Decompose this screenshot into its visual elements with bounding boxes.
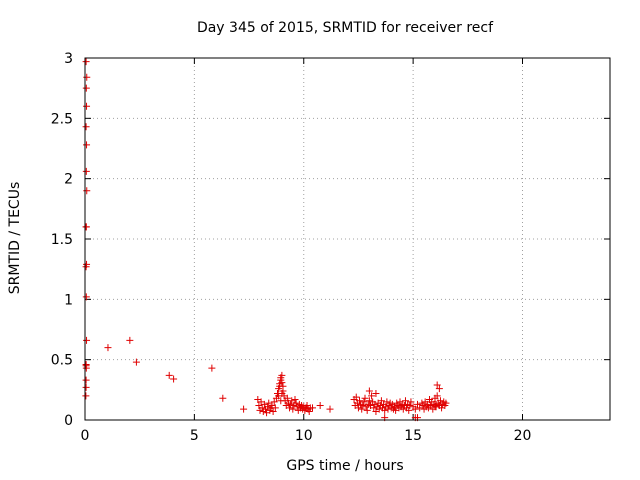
data-point bbox=[286, 404, 294, 412]
data-point bbox=[275, 392, 283, 400]
data-point bbox=[83, 336, 91, 344]
data-point bbox=[104, 344, 112, 352]
data-point bbox=[269, 408, 277, 416]
data-point bbox=[316, 402, 324, 410]
x-tick-label: 5 bbox=[190, 428, 199, 444]
data-point bbox=[407, 398, 415, 406]
data-point bbox=[82, 223, 90, 231]
data-point bbox=[82, 383, 90, 391]
data-point bbox=[278, 371, 286, 379]
data-point bbox=[356, 397, 364, 405]
data-point bbox=[381, 406, 389, 414]
x-tick-label: 15 bbox=[404, 428, 422, 444]
data-point bbox=[442, 399, 450, 407]
data-point bbox=[436, 397, 444, 405]
data-point bbox=[82, 84, 90, 92]
x-tick-label: 0 bbox=[81, 428, 90, 444]
data-point bbox=[170, 375, 178, 383]
data-point bbox=[83, 73, 91, 81]
data-point bbox=[383, 398, 391, 406]
data-point bbox=[309, 404, 316, 412]
data-point bbox=[258, 404, 266, 412]
y-tick-label: 3 bbox=[64, 51, 73, 67]
data-point bbox=[132, 358, 140, 366]
data-point bbox=[278, 379, 286, 387]
plot-frame bbox=[84, 57, 611, 421]
data-point bbox=[83, 141, 91, 149]
data-point bbox=[435, 385, 443, 393]
data-point bbox=[288, 397, 296, 405]
data-point bbox=[82, 392, 90, 400]
data-point bbox=[291, 395, 299, 403]
data-point bbox=[82, 167, 90, 175]
data-point bbox=[82, 123, 90, 131]
data-point bbox=[399, 405, 407, 413]
data-point bbox=[405, 406, 413, 414]
chart-title: Day 345 of 2015, SRMTID for receiver rec… bbox=[197, 20, 494, 36]
data-point bbox=[377, 397, 385, 405]
y-tick-label: 1.5 bbox=[51, 232, 73, 248]
data-points bbox=[82, 58, 450, 422]
data-point bbox=[83, 102, 91, 110]
data-point bbox=[401, 397, 409, 405]
x-tick-label: 10 bbox=[295, 428, 313, 444]
data-point bbox=[419, 402, 427, 410]
data-point bbox=[414, 400, 421, 408]
axis-ticks: 0 5 10 15 20 0 0.5 1 1.5 2 2.5 3 bbox=[51, 51, 610, 444]
data-point bbox=[82, 263, 90, 271]
data-point bbox=[326, 405, 334, 413]
data-point bbox=[423, 400, 431, 408]
data-point bbox=[433, 392, 441, 400]
data-point bbox=[391, 403, 399, 411]
data-point bbox=[365, 387, 373, 395]
data-point bbox=[219, 394, 227, 402]
x-axis-label: GPS time / hours bbox=[286, 458, 403, 474]
data-point bbox=[432, 400, 440, 408]
y-tick-label: 2.5 bbox=[51, 111, 73, 127]
data-point bbox=[287, 400, 295, 408]
data-point bbox=[361, 394, 369, 402]
data-point bbox=[292, 399, 300, 407]
data-point bbox=[270, 398, 278, 406]
y-tick-label: 2 bbox=[64, 172, 73, 188]
data-point bbox=[363, 406, 371, 414]
data-point bbox=[82, 362, 90, 370]
data-point bbox=[283, 394, 291, 402]
data-point bbox=[271, 404, 279, 412]
data-point bbox=[359, 402, 367, 410]
data-point bbox=[354, 404, 362, 412]
data-point bbox=[208, 364, 216, 372]
data-point bbox=[82, 58, 90, 66]
y-tick-label: 0.5 bbox=[51, 353, 73, 369]
x-tick-label: 20 bbox=[514, 428, 532, 444]
data-point bbox=[352, 393, 360, 401]
y-tick-label: 1 bbox=[64, 292, 73, 308]
data-point bbox=[365, 397, 373, 405]
data-point bbox=[277, 397, 285, 405]
data-point bbox=[82, 376, 90, 384]
data-point bbox=[411, 405, 419, 413]
data-point bbox=[126, 336, 134, 344]
data-point bbox=[305, 408, 313, 416]
data-point bbox=[433, 381, 441, 389]
data-point bbox=[240, 405, 248, 413]
grid-lines bbox=[85, 58, 610, 420]
data-point bbox=[375, 405, 383, 413]
data-point bbox=[165, 371, 173, 379]
data-point bbox=[358, 405, 366, 413]
data-point bbox=[289, 405, 297, 413]
data-point bbox=[82, 293, 90, 301]
data-point bbox=[406, 402, 414, 410]
data-point bbox=[427, 402, 435, 410]
data-point bbox=[360, 398, 368, 406]
y-axis-label: SRMTID / TECUs bbox=[7, 182, 23, 295]
data-point bbox=[276, 382, 284, 390]
data-point bbox=[83, 187, 91, 195]
data-point bbox=[368, 392, 376, 400]
y-tick-label: 0 bbox=[64, 413, 73, 429]
data-point bbox=[370, 404, 378, 412]
data-point bbox=[372, 389, 380, 397]
data-point bbox=[264, 403, 272, 411]
